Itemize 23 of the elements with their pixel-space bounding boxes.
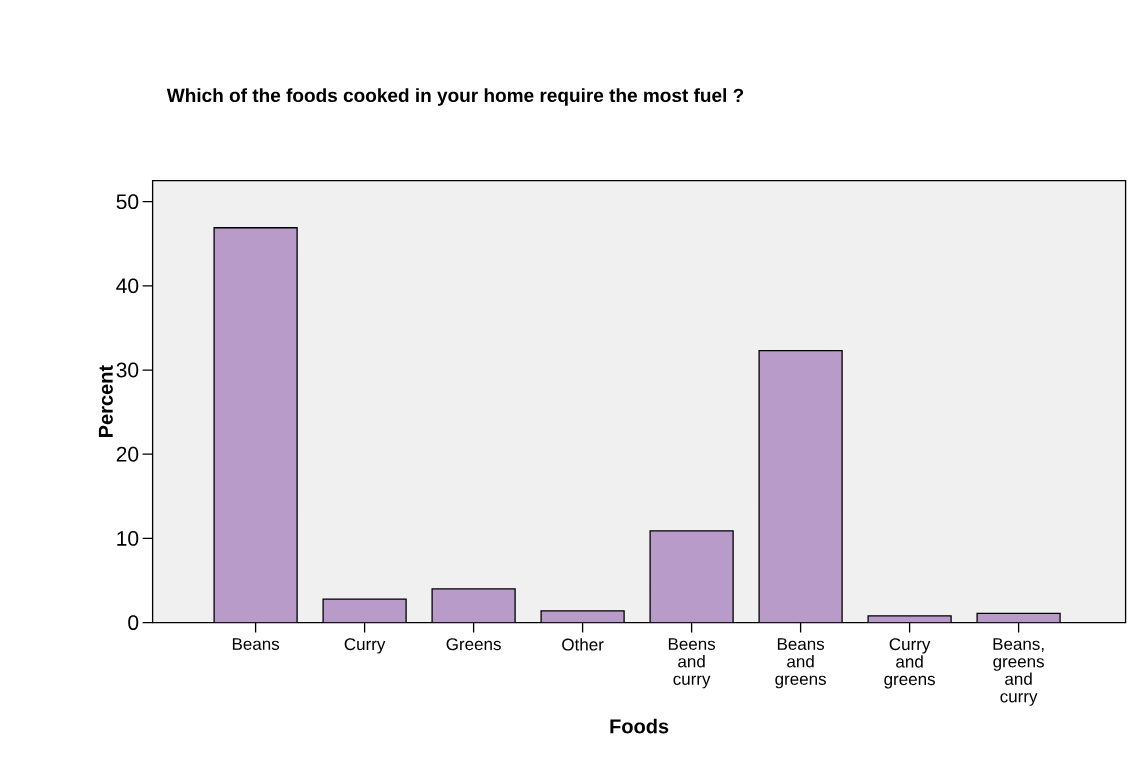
y-tick-label: 50 [116, 194, 139, 210]
chart-title: Which of the foods cooked in your home require the most fuel ? [166, 88, 744, 106]
bar [650, 530, 734, 623]
bar [759, 350, 843, 623]
y-tick-label: 20 [116, 446, 139, 462]
x-tick-label: Greens [446, 638, 501, 651]
x-tick-label: Beans and greens [775, 638, 826, 689]
bar [541, 610, 625, 623]
y-tick-label: 40 [116, 278, 139, 294]
bar [323, 599, 407, 623]
bar [214, 227, 298, 623]
x-axis-title: Foods [610, 718, 669, 734]
y-tick-label: 10 [117, 530, 139, 546]
x-tick-label: Curry [344, 638, 386, 654]
x-tick-label: Beans [232, 638, 280, 650]
y-tick-label: 0 [128, 615, 139, 631]
x-tick-label: Beens and curry [668, 638, 716, 689]
x-tick-label: Curry and greens [884, 638, 935, 689]
y-tick-label: 30 [116, 362, 139, 378]
bar [432, 588, 516, 623]
x-tick-label: Beans, greens and curry [993, 638, 1044, 706]
x-tick-label: Other [562, 638, 604, 651]
y-axis-title: Percent [98, 365, 113, 437]
